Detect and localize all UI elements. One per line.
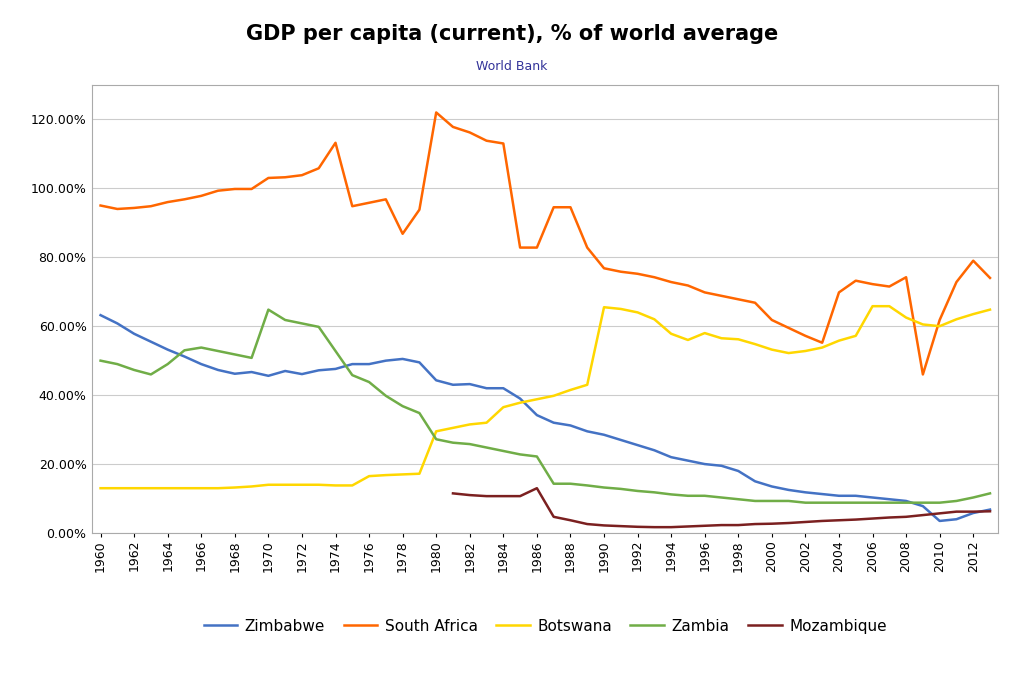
Zambia	[246, 354, 258, 362]
Zimbabwe	[614, 436, 627, 444]
Zambia	[446, 439, 459, 447]
Zambia	[632, 487, 644, 495]
Legend: Zimbabwe, South Africa, Botswana, Zambia, Mozambique: Zimbabwe, South Africa, Botswana, Zambia…	[198, 612, 893, 640]
Zimbabwe	[934, 517, 946, 525]
Mozambique	[766, 519, 778, 528]
Mozambique	[716, 521, 728, 529]
Mozambique	[883, 513, 895, 521]
Mozambique	[749, 520, 761, 528]
Zambia	[716, 494, 728, 502]
Zimbabwe	[94, 311, 106, 319]
Zambia	[800, 498, 812, 507]
Zambia	[262, 306, 274, 314]
Mozambique	[464, 491, 476, 499]
Text: World Bank: World Bank	[476, 60, 548, 73]
Line: Zambia: Zambia	[100, 310, 990, 502]
Zimbabwe	[632, 441, 644, 449]
Line: South Africa: South Africa	[100, 113, 990, 374]
Mozambique	[648, 523, 660, 531]
Mozambique	[950, 508, 963, 516]
Botswana	[581, 381, 593, 389]
Botswana	[632, 308, 644, 316]
Botswana	[698, 329, 711, 337]
Line: Botswana: Botswana	[100, 306, 990, 488]
Mozambique	[598, 521, 610, 530]
Mozambique	[833, 516, 845, 524]
Botswana	[866, 302, 879, 310]
Mozambique	[782, 519, 795, 527]
Mozambique	[514, 492, 526, 500]
Botswana	[984, 306, 996, 314]
Mozambique	[682, 522, 694, 530]
Botswana	[430, 427, 442, 435]
Mozambique	[698, 521, 711, 530]
South Africa	[984, 274, 996, 282]
Zimbabwe	[581, 427, 593, 435]
Botswana	[246, 482, 258, 490]
Mozambique	[866, 515, 879, 523]
Zambia	[648, 488, 660, 496]
South Africa	[716, 292, 728, 300]
Zambia	[94, 356, 106, 365]
Botswana	[614, 305, 627, 313]
Mozambique	[498, 492, 510, 500]
Mozambique	[665, 523, 677, 531]
South Africa	[246, 185, 258, 193]
Mozambique	[530, 484, 543, 492]
South Africa	[598, 264, 610, 272]
South Africa	[648, 273, 660, 281]
Line: Zimbabwe: Zimbabwe	[100, 315, 990, 521]
Mozambique	[581, 520, 593, 528]
Zambia	[984, 490, 996, 498]
Zimbabwe	[430, 376, 442, 384]
South Africa	[632, 270, 644, 278]
Mozambique	[800, 518, 812, 526]
Mozambique	[732, 521, 744, 529]
Mozambique	[614, 522, 627, 530]
Text: GDP per capita (current), % of world average: GDP per capita (current), % of world ave…	[246, 24, 778, 43]
Mozambique	[632, 523, 644, 531]
Botswana	[94, 484, 106, 492]
Mozambique	[850, 515, 862, 524]
Zimbabwe	[698, 460, 711, 468]
Mozambique	[900, 513, 912, 521]
South Africa	[446, 123, 459, 131]
Zimbabwe	[984, 505, 996, 513]
Mozambique	[916, 511, 929, 519]
Zimbabwe	[246, 368, 258, 376]
Zambia	[598, 483, 610, 492]
Mozambique	[816, 517, 828, 525]
Mozambique	[548, 513, 560, 521]
Mozambique	[564, 516, 577, 524]
South Africa	[94, 202, 106, 210]
Mozambique	[984, 507, 996, 515]
Mozambique	[934, 509, 946, 517]
Line: Mozambique: Mozambique	[453, 488, 990, 527]
South Africa	[916, 370, 929, 378]
Mozambique	[446, 490, 459, 498]
Mozambique	[967, 508, 979, 516]
Mozambique	[480, 492, 493, 500]
South Africa	[430, 109, 442, 117]
